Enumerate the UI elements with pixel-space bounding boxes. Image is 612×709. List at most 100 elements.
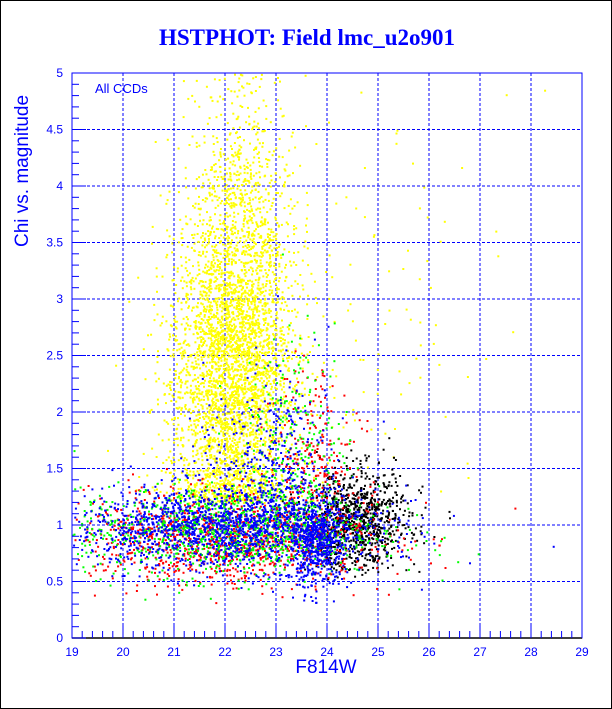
data-point-yellow — [272, 294, 275, 297]
data-point-yellow — [227, 263, 230, 265]
data-point-yellow — [234, 227, 237, 230]
data-point-black — [369, 499, 372, 502]
data-point-yellow — [235, 453, 238, 456]
data-point-yellow — [207, 300, 210, 303]
data-point-yellow — [248, 245, 251, 248]
data-point-yellow — [252, 453, 255, 456]
data-point-yellow — [252, 399, 255, 402]
data-point-black — [411, 512, 414, 515]
data-point-yellow — [231, 385, 234, 388]
data-point-yellow — [218, 237, 221, 239]
data-point-yellow — [233, 424, 236, 427]
data-point-yellow — [231, 154, 234, 157]
data-point-black — [370, 544, 373, 547]
data-point-yellow — [259, 474, 262, 477]
data-point-yellow — [225, 199, 228, 202]
data-point-yellow — [254, 344, 257, 347]
data-point-yellow — [215, 380, 218, 383]
data-point-yellow — [261, 283, 264, 286]
data-point-yellow — [211, 316, 213, 318]
data-point-yellow — [221, 323, 224, 326]
data-point-yellow — [284, 181, 286, 184]
data-point-yellow — [234, 297, 237, 300]
data-point-yellow — [268, 293, 271, 296]
data-point-yellow — [209, 486, 212, 489]
data-point-yellow — [284, 339, 286, 342]
data-point-yellow — [282, 376, 285, 379]
data-point-yellow — [227, 352, 230, 355]
data-point-yellow — [241, 313, 244, 316]
data-point-yellow — [242, 350, 245, 353]
data-point-yellow — [257, 225, 260, 228]
data-point-yellow — [255, 368, 258, 371]
data-point-yellow — [260, 236, 263, 239]
data-point-yellow — [186, 479, 188, 482]
data-point-yellow — [197, 240, 200, 243]
data-point-yellow — [210, 343, 213, 346]
data-point-yellow — [214, 407, 217, 410]
data-point-yellow — [239, 338, 242, 341]
data-point-yellow — [218, 165, 221, 168]
data-point-yellow — [264, 339, 267, 342]
data-point-yellow — [211, 365, 214, 367]
data-point-yellow — [206, 332, 209, 335]
data-point-yellow — [239, 494, 242, 497]
data-point-yellow — [274, 218, 277, 221]
data-point-yellow — [238, 399, 241, 402]
data-point-yellow — [262, 275, 265, 278]
data-point-yellow — [239, 378, 242, 381]
data-point-black — [383, 502, 386, 505]
data-point-yellow — [263, 294, 266, 297]
data-point-yellow — [249, 341, 251, 344]
data-point-yellow — [353, 419, 356, 422]
data-point-yellow — [213, 495, 216, 498]
data-point-yellow — [254, 431, 257, 434]
data-point-yellow — [228, 373, 231, 376]
data-point-yellow — [264, 362, 267, 365]
data-point-yellow — [213, 330, 216, 333]
data-point-yellow — [250, 386, 253, 389]
data-point-yellow — [238, 312, 241, 315]
data-point-yellow — [232, 398, 235, 401]
data-point-yellow — [208, 463, 211, 466]
data-point-yellow — [229, 187, 232, 190]
data-point-yellow — [253, 120, 256, 123]
data-point-yellow — [232, 421, 235, 424]
data-point-yellow — [204, 350, 207, 353]
data-point-yellow — [269, 398, 272, 401]
data-point-yellow — [202, 382, 205, 385]
data-point-yellow — [239, 298, 242, 301]
data-point-yellow — [264, 188, 267, 191]
data-point-yellow — [276, 291, 278, 294]
data-point-yellow — [268, 312, 271, 314]
data-point-yellow — [207, 318, 210, 321]
data-point-yellow — [231, 239, 233, 242]
data-point-yellow — [229, 501, 232, 503]
data-point-black — [353, 498, 356, 500]
data-point-yellow — [242, 298, 245, 301]
data-point-yellow — [189, 355, 192, 358]
data-point-yellow — [213, 475, 216, 477]
data-point-yellow — [187, 97, 190, 100]
data-point-yellow — [189, 419, 192, 422]
data-point-yellow — [254, 333, 257, 336]
data-point-yellow — [288, 402, 290, 405]
data-point-black — [349, 546, 352, 549]
data-point-black — [355, 515, 358, 518]
data-point-yellow — [283, 248, 286, 251]
data-point-yellow — [236, 420, 239, 423]
data-point-yellow — [256, 152, 259, 155]
data-point-yellow — [238, 404, 241, 407]
data-point-yellow — [251, 486, 254, 489]
data-point-yellow — [224, 353, 227, 356]
data-point-yellow — [248, 115, 251, 118]
data-point-yellow — [197, 207, 200, 210]
data-point-black — [315, 565, 318, 568]
data-point-yellow — [219, 483, 222, 486]
data-point-yellow — [208, 491, 210, 494]
data-point-yellow — [252, 433, 255, 436]
data-point-yellow — [254, 252, 257, 255]
data-point-yellow — [223, 340, 226, 342]
data-point-yellow — [193, 423, 196, 426]
data-point-yellow — [202, 250, 205, 253]
